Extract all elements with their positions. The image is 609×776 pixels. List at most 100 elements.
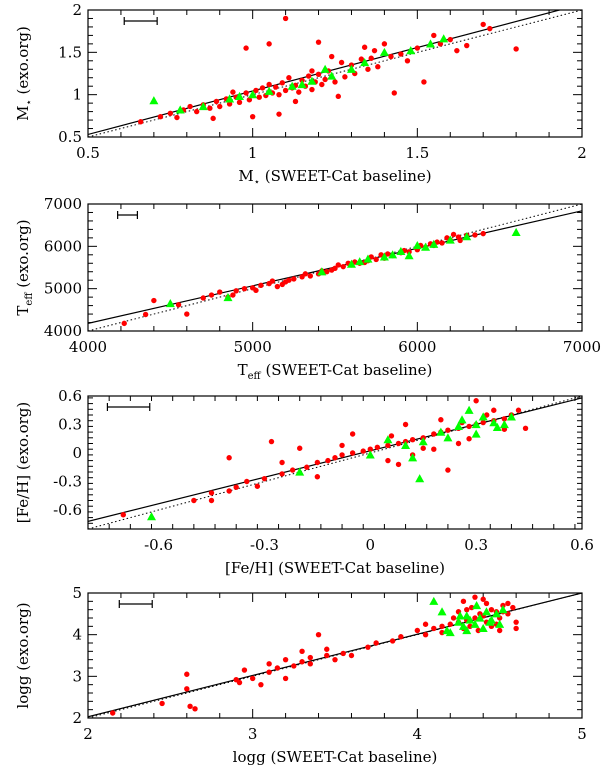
data-point-triangle xyxy=(388,250,398,259)
y-tick-label: 4000 xyxy=(44,322,82,340)
data-point-circle xyxy=(184,686,190,692)
data-point-circle xyxy=(314,459,321,466)
data-point-circle xyxy=(450,231,457,238)
data-point-circle xyxy=(472,615,478,621)
data-point-circle xyxy=(348,652,355,659)
data-point-circle xyxy=(324,646,330,652)
y-tick-label: 5000 xyxy=(44,280,82,298)
y-tick-label: 6000 xyxy=(44,237,82,255)
data-point-circle xyxy=(307,273,313,279)
data-point-circle xyxy=(488,606,495,613)
data-point-circle xyxy=(243,45,249,51)
label-part: (exo.org) xyxy=(14,26,32,99)
data-point-triangle xyxy=(471,420,481,429)
data-point-circle xyxy=(314,474,321,480)
data-point-triangle xyxy=(470,619,480,628)
data-point-circle xyxy=(279,471,285,477)
data-point-circle xyxy=(192,706,198,712)
data-point-circle xyxy=(480,419,486,426)
data-point-circle xyxy=(174,114,180,121)
data-point-circle xyxy=(268,438,275,445)
data-point-triangle xyxy=(475,613,485,622)
data-point-triangle xyxy=(436,427,446,436)
data-point-circle xyxy=(358,56,365,62)
data-point-triangle xyxy=(429,596,439,605)
data-point-circle xyxy=(457,237,463,244)
y-tick-label: 1.5 xyxy=(58,43,82,61)
data-point-triangle xyxy=(457,415,467,424)
data-point-circle xyxy=(388,433,395,439)
data-point-circle xyxy=(279,80,286,86)
data-point-circle xyxy=(246,97,253,103)
plot-area xyxy=(88,396,582,529)
data-point-triangle xyxy=(379,252,389,261)
data-point-circle xyxy=(487,25,493,32)
data-point-circle xyxy=(510,604,516,611)
label-part: T xyxy=(238,361,248,379)
y-tick-label: 3 xyxy=(72,667,82,685)
data-point-circle xyxy=(472,232,478,238)
data-point-triangle xyxy=(287,81,297,90)
data-point-circle xyxy=(431,431,437,437)
data-point-circle xyxy=(307,654,313,661)
y-tick-label: 1 xyxy=(72,86,82,104)
data-point-circle xyxy=(349,431,356,437)
data-point-circle xyxy=(253,287,259,294)
data-point-triangle xyxy=(465,615,475,624)
x-tick-label: -0.3 xyxy=(250,536,279,554)
data-point-circle xyxy=(385,442,391,449)
data-point-circle xyxy=(296,89,302,95)
data-point-triangle xyxy=(327,71,337,80)
data-point-circle xyxy=(365,644,371,650)
label-part: (exo.org) xyxy=(14,219,32,292)
data-point-circle xyxy=(137,119,144,125)
data-point-circle xyxy=(450,615,457,621)
data-point-triangle xyxy=(485,617,495,626)
data-point-triangle xyxy=(295,467,305,476)
y-tick-label: 2 xyxy=(72,1,82,19)
data-point-triangle xyxy=(175,105,185,114)
data-point-circle xyxy=(175,302,182,308)
data-point-circle xyxy=(191,497,197,504)
data-point-circle xyxy=(266,81,272,88)
panel-3: -0.6 -0.3 0 0.3 0.6 -0.6 -0.3 0 0.3 0.6 [Fe/H] (SW… xyxy=(14,387,594,577)
x-tick-label: 5 xyxy=(577,725,587,743)
x-axis-label: M⋆ (SWEET-Cat baseline) xyxy=(238,167,431,188)
data-point-circle xyxy=(253,87,259,94)
data-point-circle xyxy=(421,79,427,85)
data-point-triangle xyxy=(442,626,452,635)
plot-frame xyxy=(87,203,583,332)
data-point-triangle xyxy=(418,437,428,446)
data-point-triangle xyxy=(297,80,307,89)
data-point-circle xyxy=(230,292,236,298)
y-axis-label: Teff (exo.org) xyxy=(14,219,35,315)
data-point-triangle xyxy=(455,611,465,620)
data-point-circle xyxy=(402,421,409,428)
data-point-circle xyxy=(236,99,243,105)
data-point-triangle xyxy=(437,607,447,616)
data-point-triangle xyxy=(489,418,499,427)
data-point-circle xyxy=(274,283,281,290)
data-point-circle xyxy=(445,467,451,473)
y-axis-label: logg (exo.org) xyxy=(14,602,32,708)
y-tick-label: 4 xyxy=(72,626,82,644)
panel-1: 0.5 1 1.5 20.511.52M⋆ (SWEET-Cat baseline)M… xyxy=(14,1,587,188)
data-point-circle xyxy=(466,436,472,442)
plot-frame xyxy=(87,395,583,530)
data-point-circle xyxy=(324,652,330,659)
data-point-circle xyxy=(282,675,289,682)
data-point-circle xyxy=(388,53,394,60)
data-point-circle xyxy=(297,445,303,451)
data-point-circle xyxy=(454,47,460,54)
x-tick-label: 0.5 xyxy=(76,144,100,162)
label-part: M xyxy=(238,167,253,185)
data-point-circle xyxy=(187,103,193,110)
data-point-circle xyxy=(302,271,309,277)
data-point-circle xyxy=(249,675,256,682)
data-point-triangle xyxy=(248,90,258,99)
label-part: [Fe/H] (SWEET-Cat baseline) xyxy=(225,559,445,577)
data-point-circle xyxy=(367,446,373,452)
y-tick-label: -0.3 xyxy=(53,473,82,491)
data-point-circle xyxy=(274,665,281,671)
